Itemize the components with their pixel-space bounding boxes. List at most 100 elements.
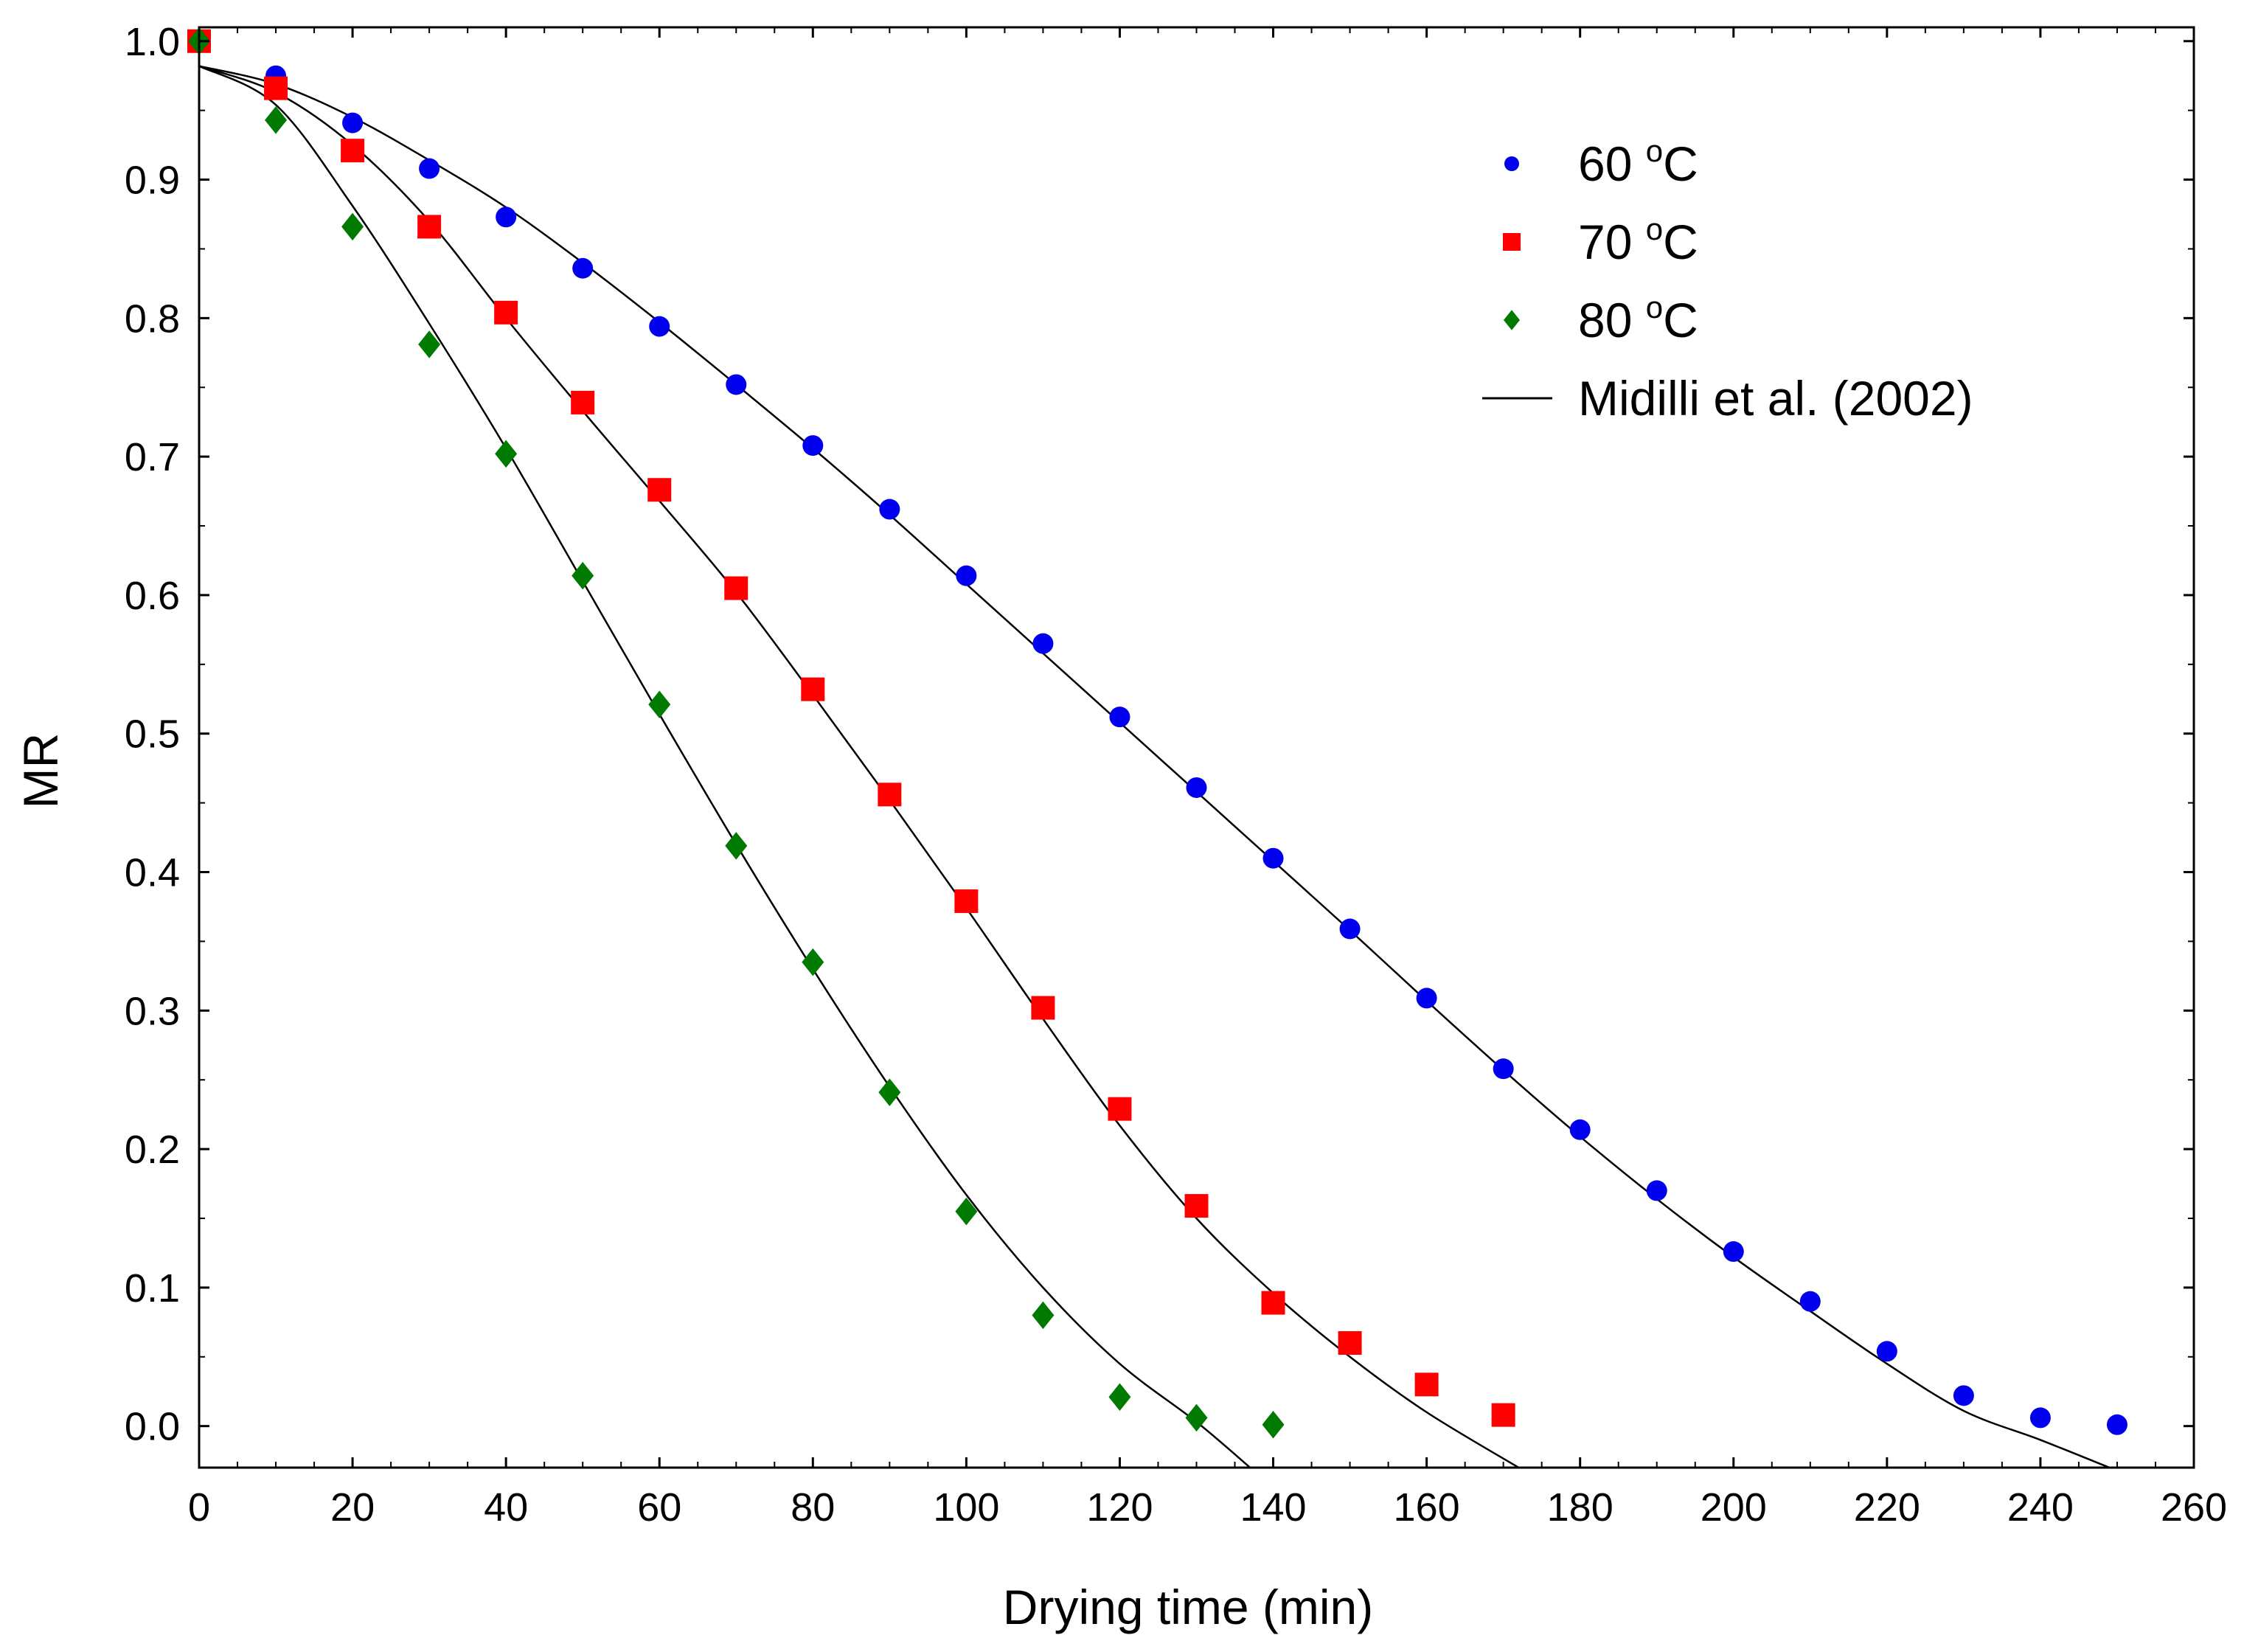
legend-value: 60	[1578, 136, 1646, 191]
legend-degree-sup: o	[1646, 290, 1663, 324]
data-point-80	[265, 106, 288, 134]
legend-unit: C	[1663, 136, 1698, 191]
x-tick-label: 0	[188, 1485, 210, 1530]
legend-degree-sup: o	[1646, 133, 1663, 168]
legend-label: 60 oC	[1578, 133, 1698, 191]
data-point-70	[1184, 1194, 1209, 1218]
data-point-60	[342, 112, 364, 133]
legend-unit: C	[1663, 215, 1698, 269]
data-point-60	[1493, 1058, 1514, 1080]
data-point-60	[1416, 988, 1437, 1009]
y-tick-label: 0.4	[125, 851, 180, 895]
legend-marker-70	[1503, 233, 1521, 251]
data-point-60	[419, 158, 440, 179]
x-axis-title: Drying time (min)	[1003, 1580, 1373, 1634]
data-point-60	[2029, 1407, 2051, 1429]
plot-frame	[198, 26, 2195, 1469]
data-point-80	[572, 561, 594, 590]
y-tick-label: 1.0	[125, 20, 180, 64]
data-point-80	[1032, 1301, 1055, 1330]
data-point-60	[802, 435, 824, 457]
x-tick-label: 40	[484, 1485, 528, 1530]
x-tick-label: 100	[933, 1485, 999, 1530]
x-tick-label: 160	[1394, 1485, 1460, 1530]
data-point-60	[1262, 847, 1284, 869]
data-point-70	[264, 76, 288, 100]
x-tick-label: 220	[1854, 1485, 1920, 1530]
data-point-60	[956, 565, 977, 586]
y-tick-label: 0.1	[125, 1266, 180, 1311]
data-point-70	[954, 889, 979, 913]
data-point-80	[648, 690, 671, 719]
y-tick-label: 0.9	[125, 159, 180, 203]
data-point-70	[801, 677, 825, 701]
y-tick-label: 0.7	[125, 435, 180, 479]
data-point-60	[1032, 633, 1054, 654]
data-point-60	[2106, 1414, 2127, 1435]
y-tick-label: 0.3	[125, 989, 180, 1033]
fit-line-2	[199, 65, 1251, 1468]
data-point-60	[1723, 1241, 1744, 1263]
data-point-70	[878, 782, 902, 807]
x-tick-label: 120	[1086, 1485, 1153, 1530]
y-tick-label: 0.2	[125, 1128, 180, 1172]
x-tick-label: 180	[1547, 1485, 1613, 1530]
data-point-80	[495, 440, 518, 468]
y-tick-label: 0.5	[125, 712, 180, 757]
tick-labels: 0 20 40 60 80 100 120 140 160 180 200 220 240 260 0.0 0…	[125, 20, 2227, 1530]
data-markers	[187, 27, 2127, 1439]
data-point-80	[1108, 1383, 1131, 1411]
x-tick-label: 140	[1240, 1485, 1306, 1530]
data-point-60	[496, 206, 517, 228]
axis-ticks	[198, 27, 2195, 1468]
y-tick-label: 0.6	[125, 574, 180, 618]
legend-label: 70 oC	[1578, 212, 1698, 269]
data-point-60	[879, 499, 900, 520]
data-point-80	[341, 212, 364, 241]
data-point-70	[724, 576, 748, 600]
data-point-60	[1799, 1291, 1821, 1312]
legend-value: 80	[1578, 293, 1646, 347]
legend-marker-80	[1504, 310, 1520, 330]
data-point-60	[1109, 707, 1130, 728]
data-point-60	[1876, 1341, 1897, 1362]
legend-unit: C	[1663, 293, 1698, 347]
data-point-60	[1953, 1385, 1974, 1406]
data-point-70	[341, 139, 365, 163]
x-tick-label: 80	[791, 1485, 835, 1530]
legend-label: Midilli et al. (2002)	[1578, 371, 1973, 426]
x-tick-label: 60	[637, 1485, 681, 1530]
y-tick-label: 0.8	[125, 296, 180, 341]
data-point-70	[1491, 1403, 1515, 1427]
data-point-60	[1569, 1119, 1591, 1140]
x-tick-label: 260	[2161, 1485, 2227, 1530]
x-tick-label: 200	[1701, 1485, 1767, 1530]
data-point-80	[802, 948, 824, 976]
fit-lines	[199, 65, 2111, 1468]
data-point-60	[1186, 777, 1207, 798]
data-point-80	[955, 1197, 978, 1226]
data-point-60	[726, 374, 747, 395]
data-point-60	[1646, 1180, 1667, 1201]
data-point-70	[647, 478, 672, 502]
data-point-80	[418, 330, 441, 358]
legend-degree-sup: o	[1646, 212, 1663, 246]
data-point-70	[417, 215, 442, 239]
y-tick-label: 0.0	[125, 1405, 180, 1449]
data-point-70	[1338, 1330, 1362, 1355]
data-point-80	[1185, 1403, 1208, 1432]
data-point-60	[649, 316, 670, 337]
fit-line-0	[199, 65, 2111, 1468]
data-point-80	[1262, 1411, 1285, 1439]
data-point-60	[572, 257, 594, 279]
data-point-70	[1108, 1097, 1132, 1121]
legend-marker-60	[1504, 156, 1519, 171]
y-axis-title: MR	[13, 733, 68, 809]
x-tick-label: 20	[330, 1485, 375, 1530]
data-point-80	[878, 1078, 901, 1106]
data-point-70	[494, 300, 518, 324]
data-point-60	[1339, 918, 1361, 940]
data-point-70	[1261, 1291, 1285, 1315]
